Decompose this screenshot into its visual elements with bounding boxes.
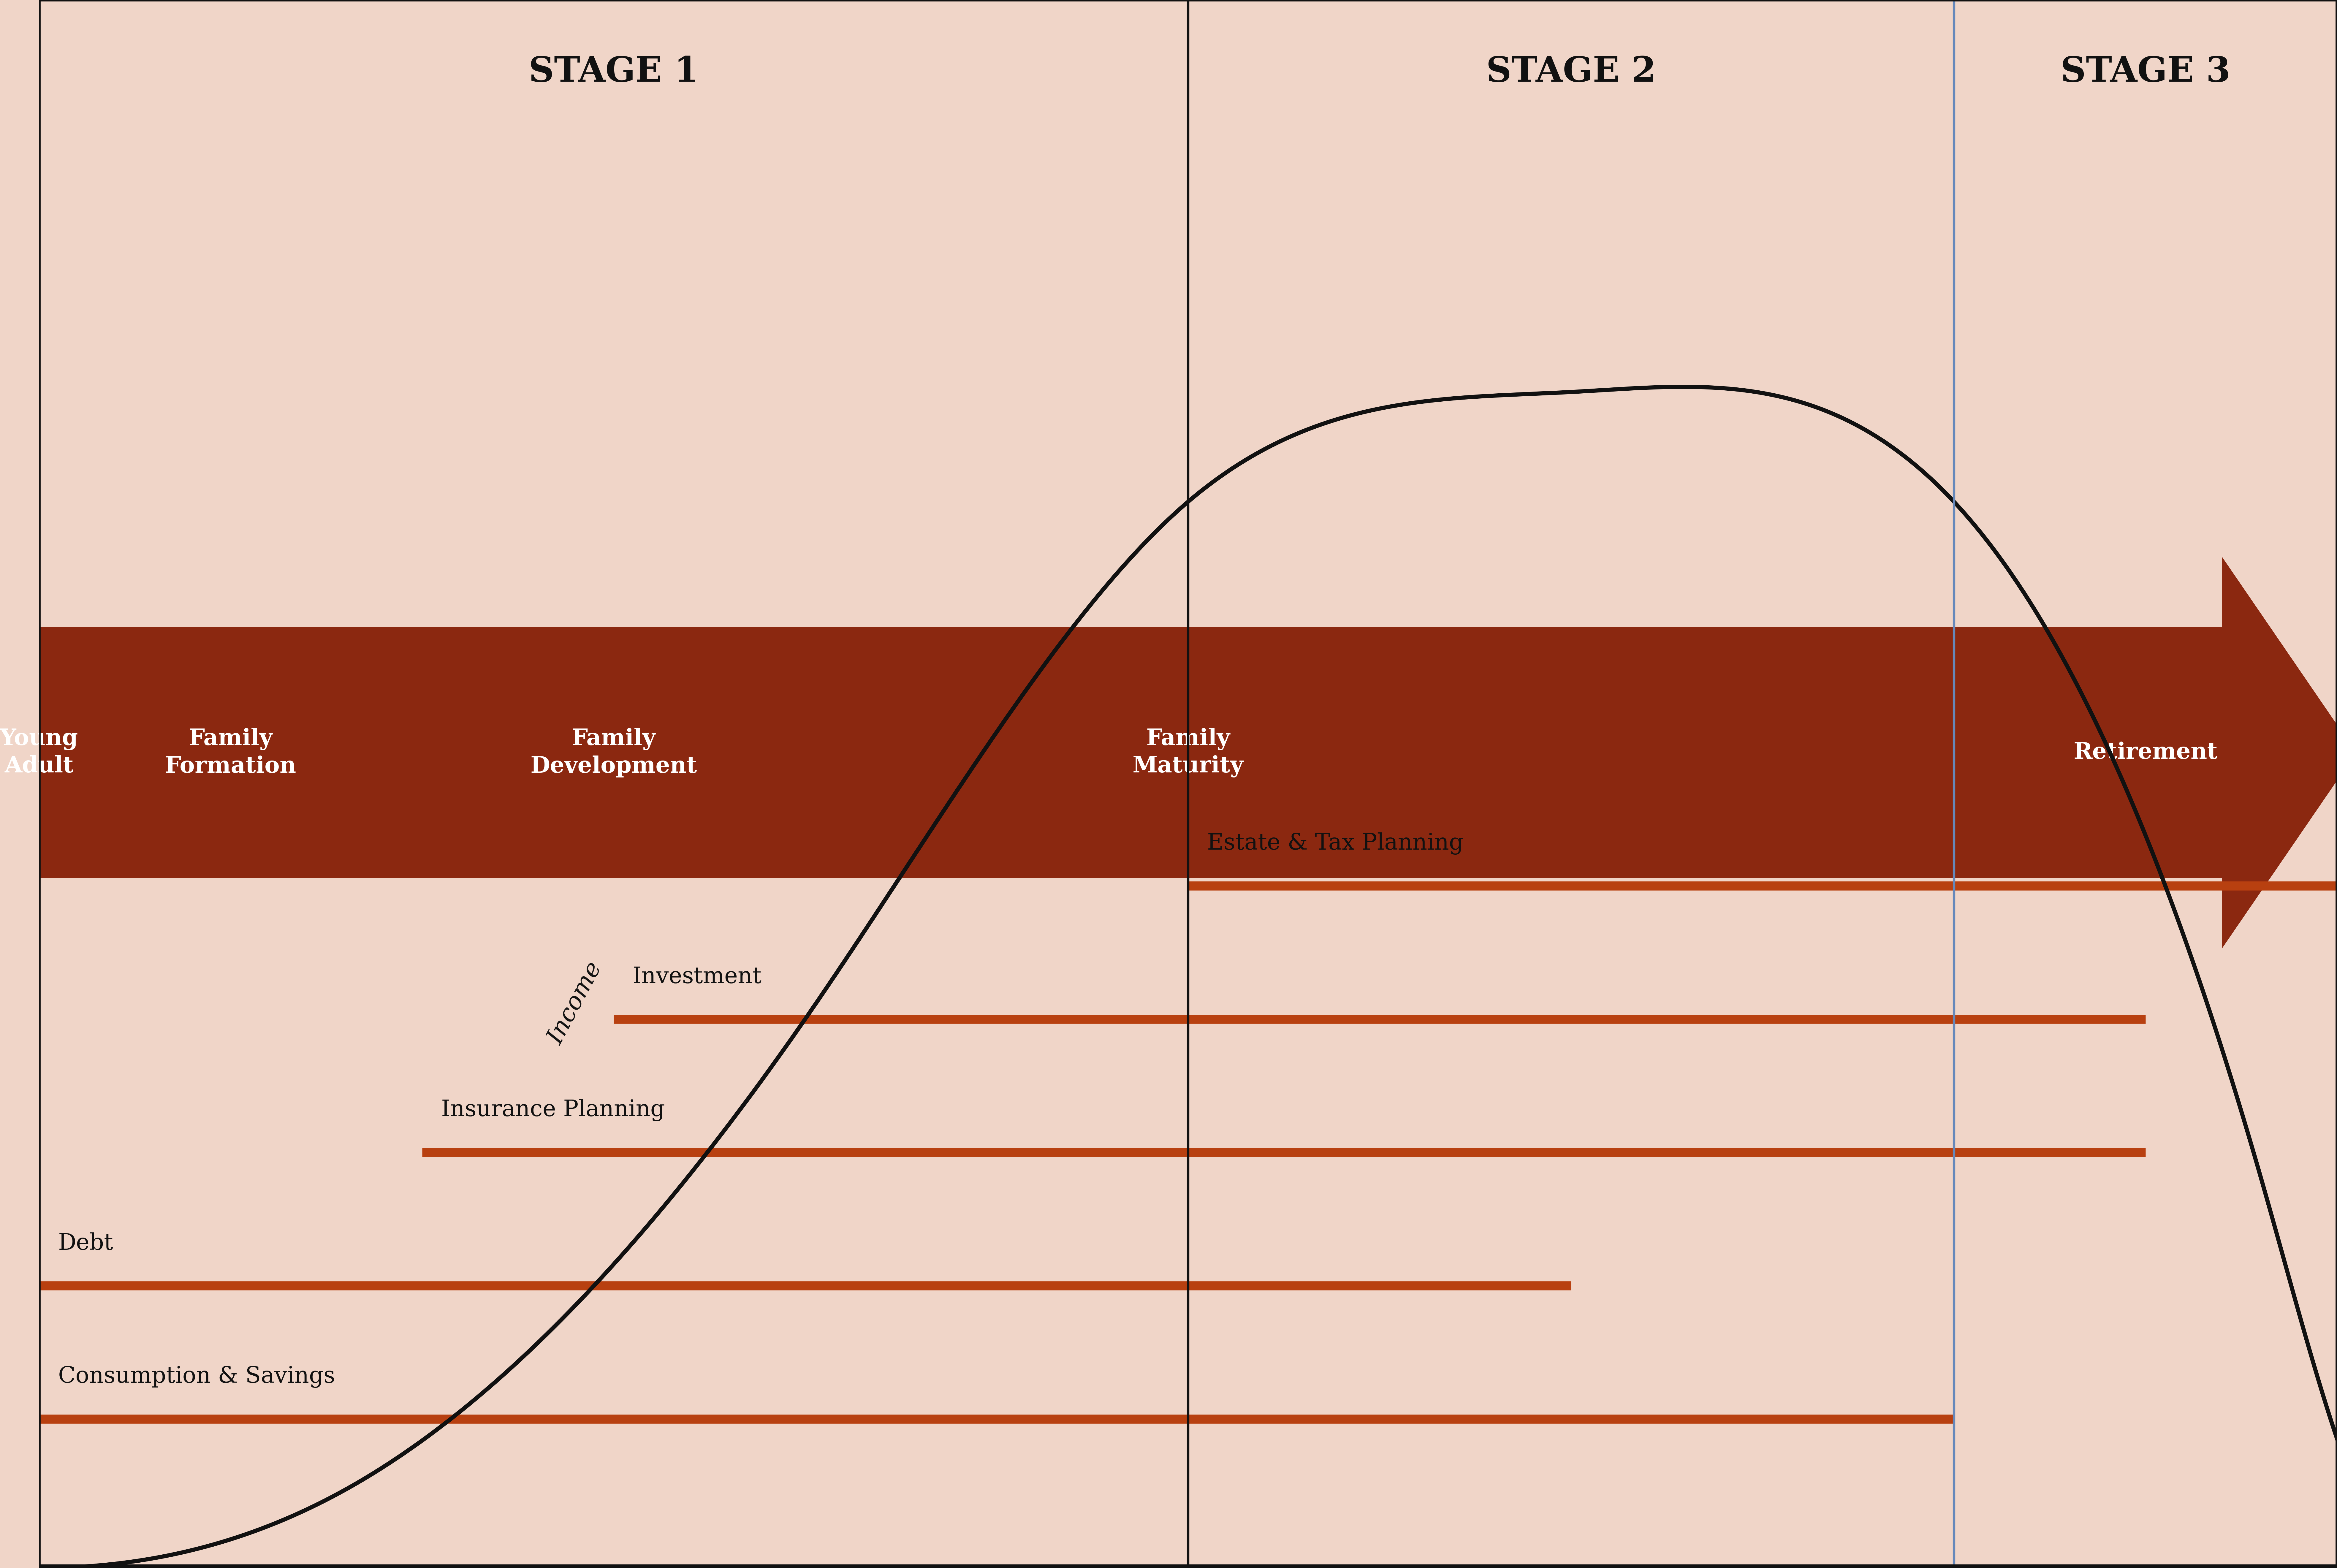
Text: Investment: Investment [633,966,762,988]
Text: STAGE 1: STAGE 1 [528,55,699,89]
Text: Young
Adult: Young Adult [0,728,77,778]
Text: Income: Income [545,958,605,1049]
Polygon shape [2222,557,2337,949]
Text: Insurance Planning: Insurance Planning [442,1099,666,1121]
Bar [40,627,2222,878]
Text: Consumption & Savings: Consumption & Savings [58,1366,334,1388]
Text: Estate & Tax Planning: Estate & Tax Planning [1208,833,1463,855]
Text: STAGE 2: STAGE 2 [1486,55,1657,89]
Text: Debt: Debt [58,1232,115,1254]
Text: Family
Formation: Family Formation [166,728,297,778]
Text: Family
Maturity: Family Maturity [1133,728,1243,778]
Text: Retirement: Retirement [2073,742,2218,764]
Text: Family
Development: Family Development [530,728,696,778]
Text: STAGE 3: STAGE 3 [2061,55,2229,89]
